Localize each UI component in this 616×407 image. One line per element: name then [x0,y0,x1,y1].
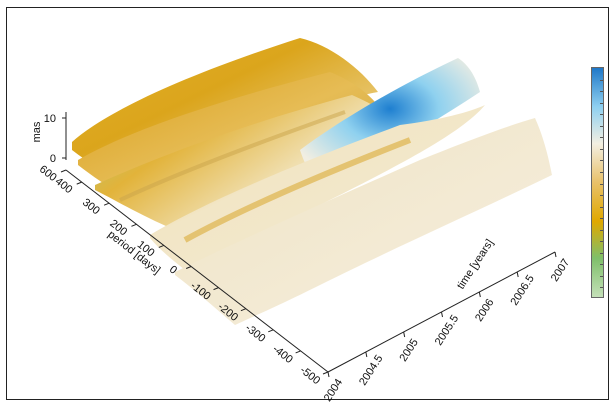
surface-ridge-shade-2 [119,110,346,202]
period-tick-mark [103,202,110,206]
colorbar-tick [600,275,603,277]
colorbar-tick [600,79,603,81]
surface-ridge-shade [183,137,412,243]
period-tick-mark [158,244,164,248]
time-tick-mark [441,311,443,318]
period-axis-line [65,169,329,373]
colorbar-tick [600,114,603,116]
colorbar-tick [600,252,603,254]
colorbar-tick [600,148,603,150]
time-tick-label: 2005 [397,337,420,364]
z-tick-label: 10 [44,113,56,125]
time-axis-ticks: 2004 2004.5 2005 2005.5 2006 2006.5 2007 [322,251,572,404]
colorbar-tick [600,287,603,289]
period-tick-mark [322,371,329,375]
period-tick-mark [295,350,301,354]
colorbar-tick [600,206,603,208]
period-tick-label: 300 [80,196,102,217]
time-tick-mark [478,291,481,298]
colorbar-gradient [592,68,603,297]
z-axis-label: mas [31,121,43,142]
colorbar-tick [600,102,603,104]
time-axis-label: time [years] [455,237,496,291]
time-tick-label: 2004.5 [357,353,385,388]
colorbar [591,67,604,298]
period-tick-mark [76,181,82,185]
colorbar-tick [600,125,603,127]
time-tick-mark [554,251,557,258]
period-tick-label: -400 [270,343,295,366]
colorbar-tick [600,183,603,185]
z-axis-ticks: 0 10 [44,113,66,165]
colorbar-tick [600,241,603,243]
time-tick-mark [403,331,406,338]
colorbar-tick [600,160,603,162]
time-tick-mark [365,351,368,358]
period-tick-mark [185,266,192,269]
period-tick-mark [131,223,137,227]
time-tick-mark [516,271,519,278]
time-tick-label: 2006.5 [508,273,536,308]
time-tick-mark [327,371,330,378]
period-tick-label: 400 [53,175,75,196]
surface-front-sheet [175,118,552,325]
period-tick-mark [213,287,219,291]
time-tick-label: 2007 [549,257,572,284]
colorbar-tick [600,91,603,93]
colorbar-tick [600,137,603,139]
colorbar-tick [600,171,603,173]
time-tick-label: 2006 [473,297,496,324]
time-tick-label: 2004 [322,377,345,404]
period-tick-mark [240,308,247,312]
period-tick-label: -300 [243,322,268,345]
time-tick-label: 2005.5 [433,313,461,348]
colorbar-tick [600,218,603,220]
colorbar-tick [600,264,603,266]
z-tick-label: 0 [50,153,56,165]
colorbar-tick [600,195,603,197]
colorbar-tick [600,229,603,231]
period-tick-mark [268,329,274,333]
period-tick-mark [60,169,67,173]
period-tick-label: -500 [297,364,322,387]
